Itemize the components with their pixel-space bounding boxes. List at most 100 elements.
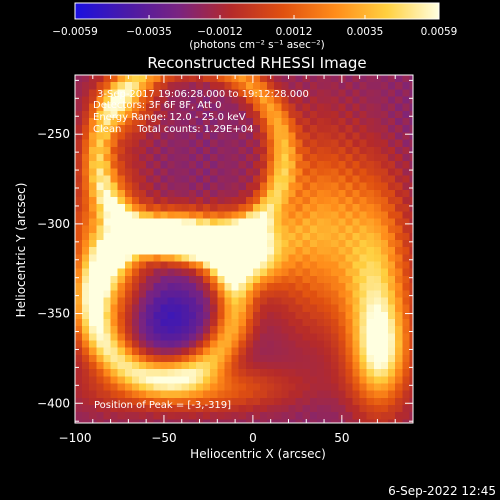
heatmap-cell — [245, 283, 254, 291]
heatmap-cell — [373, 139, 382, 148]
heatmap-cell — [288, 340, 297, 349]
heatmap-cell — [380, 304, 389, 313]
heatmap-cell — [195, 297, 204, 306]
heatmap-cell — [402, 189, 411, 198]
heatmap-cell — [281, 304, 290, 313]
y-tick-label: −350 — [37, 307, 70, 321]
heatmap-cell — [103, 182, 112, 191]
heatmap-cell — [82, 218, 90, 227]
heatmap-cell — [103, 412, 112, 421]
heatmap-cell — [260, 82, 268, 90]
heatmap-cell — [352, 268, 361, 277]
heatmap-cell — [167, 232, 176, 241]
heatmap-cell — [267, 240, 275, 248]
heatmap-cell — [338, 118, 347, 126]
heatmap-cell — [139, 311, 147, 320]
heatmap-cell — [274, 161, 282, 169]
heatmap-cell — [75, 383, 83, 392]
annotation-clean-counts: Clean Total counts: 1.29E+04 — [93, 124, 253, 135]
heatmap-cell — [409, 139, 413, 148]
heatmap-cell — [89, 189, 97, 198]
heatmap-cell — [195, 168, 204, 177]
heatmap-cell — [117, 225, 126, 234]
heatmap-cell — [203, 225, 211, 234]
heatmap-cell — [117, 304, 126, 313]
colorbar: −0.0059 −0.0035 −0.0012 0.0012 0.0035 0.0059 … — [52, 2, 457, 51]
heatmap-cell — [146, 397, 154, 406]
heatmap-cell — [117, 268, 126, 277]
heatmap-cell — [316, 405, 325, 413]
heatmap-cell — [395, 275, 403, 284]
heatmap-cell — [146, 125, 154, 134]
heatmap-cell — [75, 139, 83, 148]
heatmap-cell — [380, 397, 389, 406]
heatmap-cell — [316, 218, 325, 227]
heatmap-cell — [395, 412, 403, 421]
heatmap-cell — [103, 103, 112, 112]
heatmap-cell — [131, 225, 140, 234]
heatmap-cell — [260, 275, 268, 284]
heatmap-cell — [288, 275, 297, 284]
heatmap-cell — [82, 261, 90, 270]
heatmap-cell — [167, 75, 176, 83]
heatmap-cell — [181, 182, 190, 191]
heatmap-cell — [117, 118, 126, 126]
heatmap-cell — [231, 96, 240, 105]
heatmap-cell — [110, 82, 119, 90]
heatmap-cell — [75, 110, 83, 119]
heatmap-cell — [89, 82, 97, 90]
heatmap-cell — [345, 89, 354, 98]
annotation-detectors: Detectors: 3F 6F 8F, Att 0 — [93, 100, 221, 111]
heatmap-cell — [103, 261, 112, 270]
heatmap-cell — [260, 196, 268, 205]
heatmap-cell — [295, 103, 304, 112]
heatmap-cell — [274, 318, 282, 327]
heatmap-cell — [402, 412, 411, 421]
heatmap-cell — [131, 254, 140, 263]
heatmap-cell — [96, 318, 105, 327]
heatmap-cell — [160, 261, 169, 270]
heatmap-cell — [295, 254, 304, 263]
heatmap-cell — [203, 261, 211, 270]
heatmap-cell — [267, 189, 275, 198]
heatmap-cell — [231, 146, 240, 155]
heatmap-cell — [380, 168, 389, 177]
heatmap-cell — [402, 397, 411, 406]
heatmap-cell — [89, 383, 97, 392]
heatmap-cell — [380, 232, 389, 241]
heatmap-cell — [124, 168, 133, 177]
heatmap-cell — [309, 347, 318, 356]
heatmap-cell — [117, 318, 126, 327]
heatmap-cell — [331, 290, 339, 299]
heatmap-cell — [82, 168, 90, 177]
heatmap-cell — [188, 161, 197, 169]
heatmap-cell — [281, 268, 290, 277]
heatmap-cell — [110, 254, 119, 263]
heatmap-cell — [139, 139, 147, 148]
heatmap-cell — [245, 132, 254, 141]
heatmap-cell — [210, 362, 218, 370]
heatmap-cell — [359, 118, 368, 126]
heatmap-cell — [267, 376, 275, 385]
heatmap-cell — [338, 333, 347, 342]
heatmap-cell — [124, 405, 133, 413]
heatmap-cell — [352, 369, 361, 377]
heatmap-cell — [82, 153, 90, 162]
heatmap-cell — [373, 146, 382, 155]
heatmap-cell — [174, 283, 183, 291]
heatmap-cell — [96, 311, 105, 320]
heatmap-cell — [231, 261, 240, 270]
heatmap-cell — [380, 419, 389, 423]
heatmap-cell — [231, 383, 240, 392]
heatmap-cell — [380, 118, 389, 126]
heatmap-cell — [181, 419, 190, 423]
heatmap-cell — [203, 405, 211, 413]
heatmap-cell — [395, 318, 403, 327]
heatmap-cell — [110, 182, 119, 191]
heatmap-cell — [96, 82, 105, 90]
heatmap-cell — [224, 369, 233, 377]
heatmap-cell — [295, 412, 304, 421]
heatmap-cell — [146, 211, 154, 220]
heatmap-cell — [345, 211, 354, 220]
